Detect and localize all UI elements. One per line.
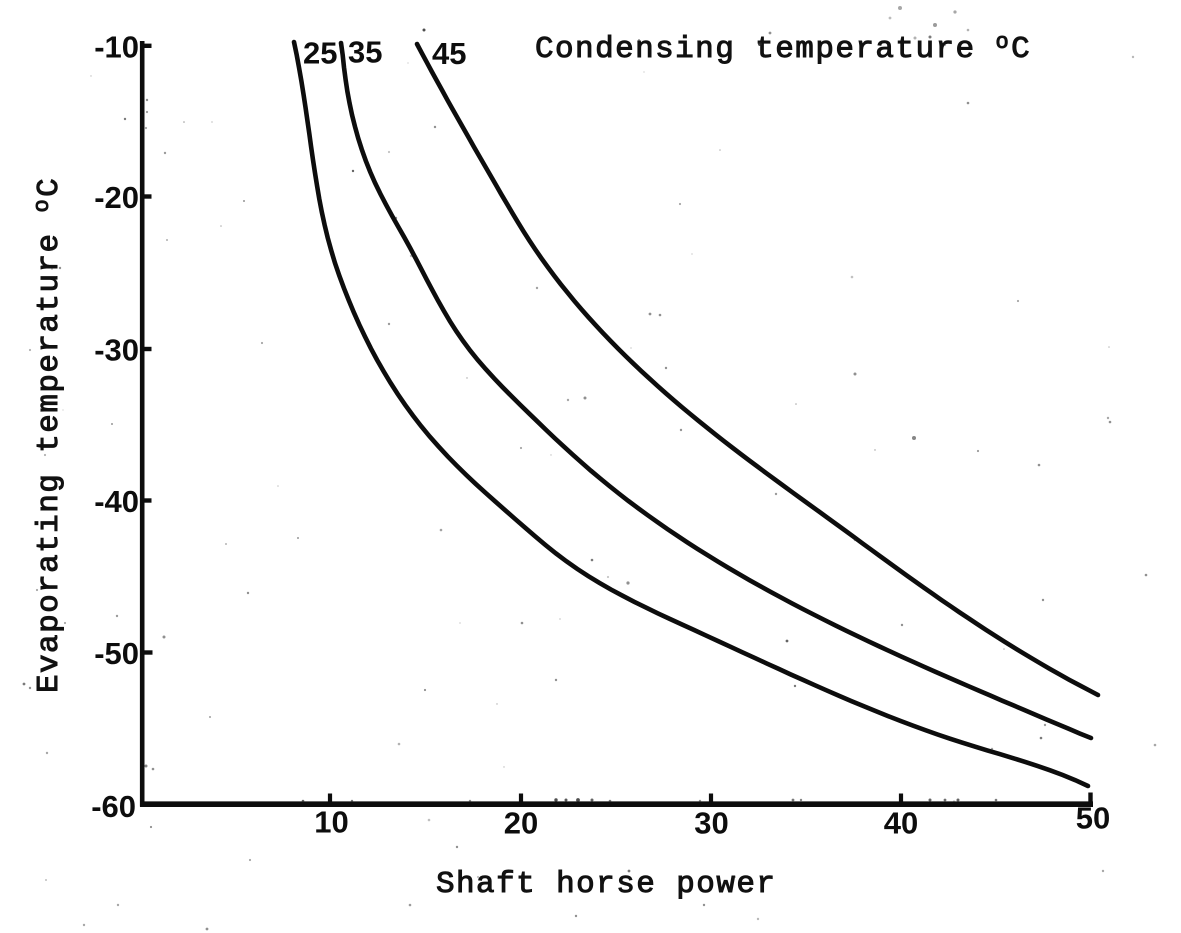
svg-text:-40: -40: [94, 484, 139, 519]
svg-text:Shaft horse power: Shaft horse power: [436, 867, 776, 902]
svg-text:30: 30: [694, 806, 728, 841]
svg-text:50: 50: [1076, 801, 1110, 836]
svg-text:40: 40: [884, 806, 918, 841]
svg-text:-10: -10: [94, 30, 139, 65]
svg-text:35: 35: [348, 35, 382, 70]
svg-text:-30: -30: [94, 333, 139, 368]
svg-text:-20: -20: [94, 180, 139, 215]
svg-text:25: 25: [303, 36, 337, 71]
svg-text:-60: -60: [91, 789, 136, 824]
svg-text:-50: -50: [94, 636, 139, 671]
svg-text:10: 10: [314, 805, 348, 840]
svg-text:20: 20: [504, 806, 538, 841]
svg-text:Condensing temperature oC: Condensing temperature oC: [535, 30, 1031, 67]
svg-text:45: 45: [432, 36, 466, 71]
svg-text:Evaporating temperature oC: Evaporating temperature oC: [30, 177, 67, 693]
